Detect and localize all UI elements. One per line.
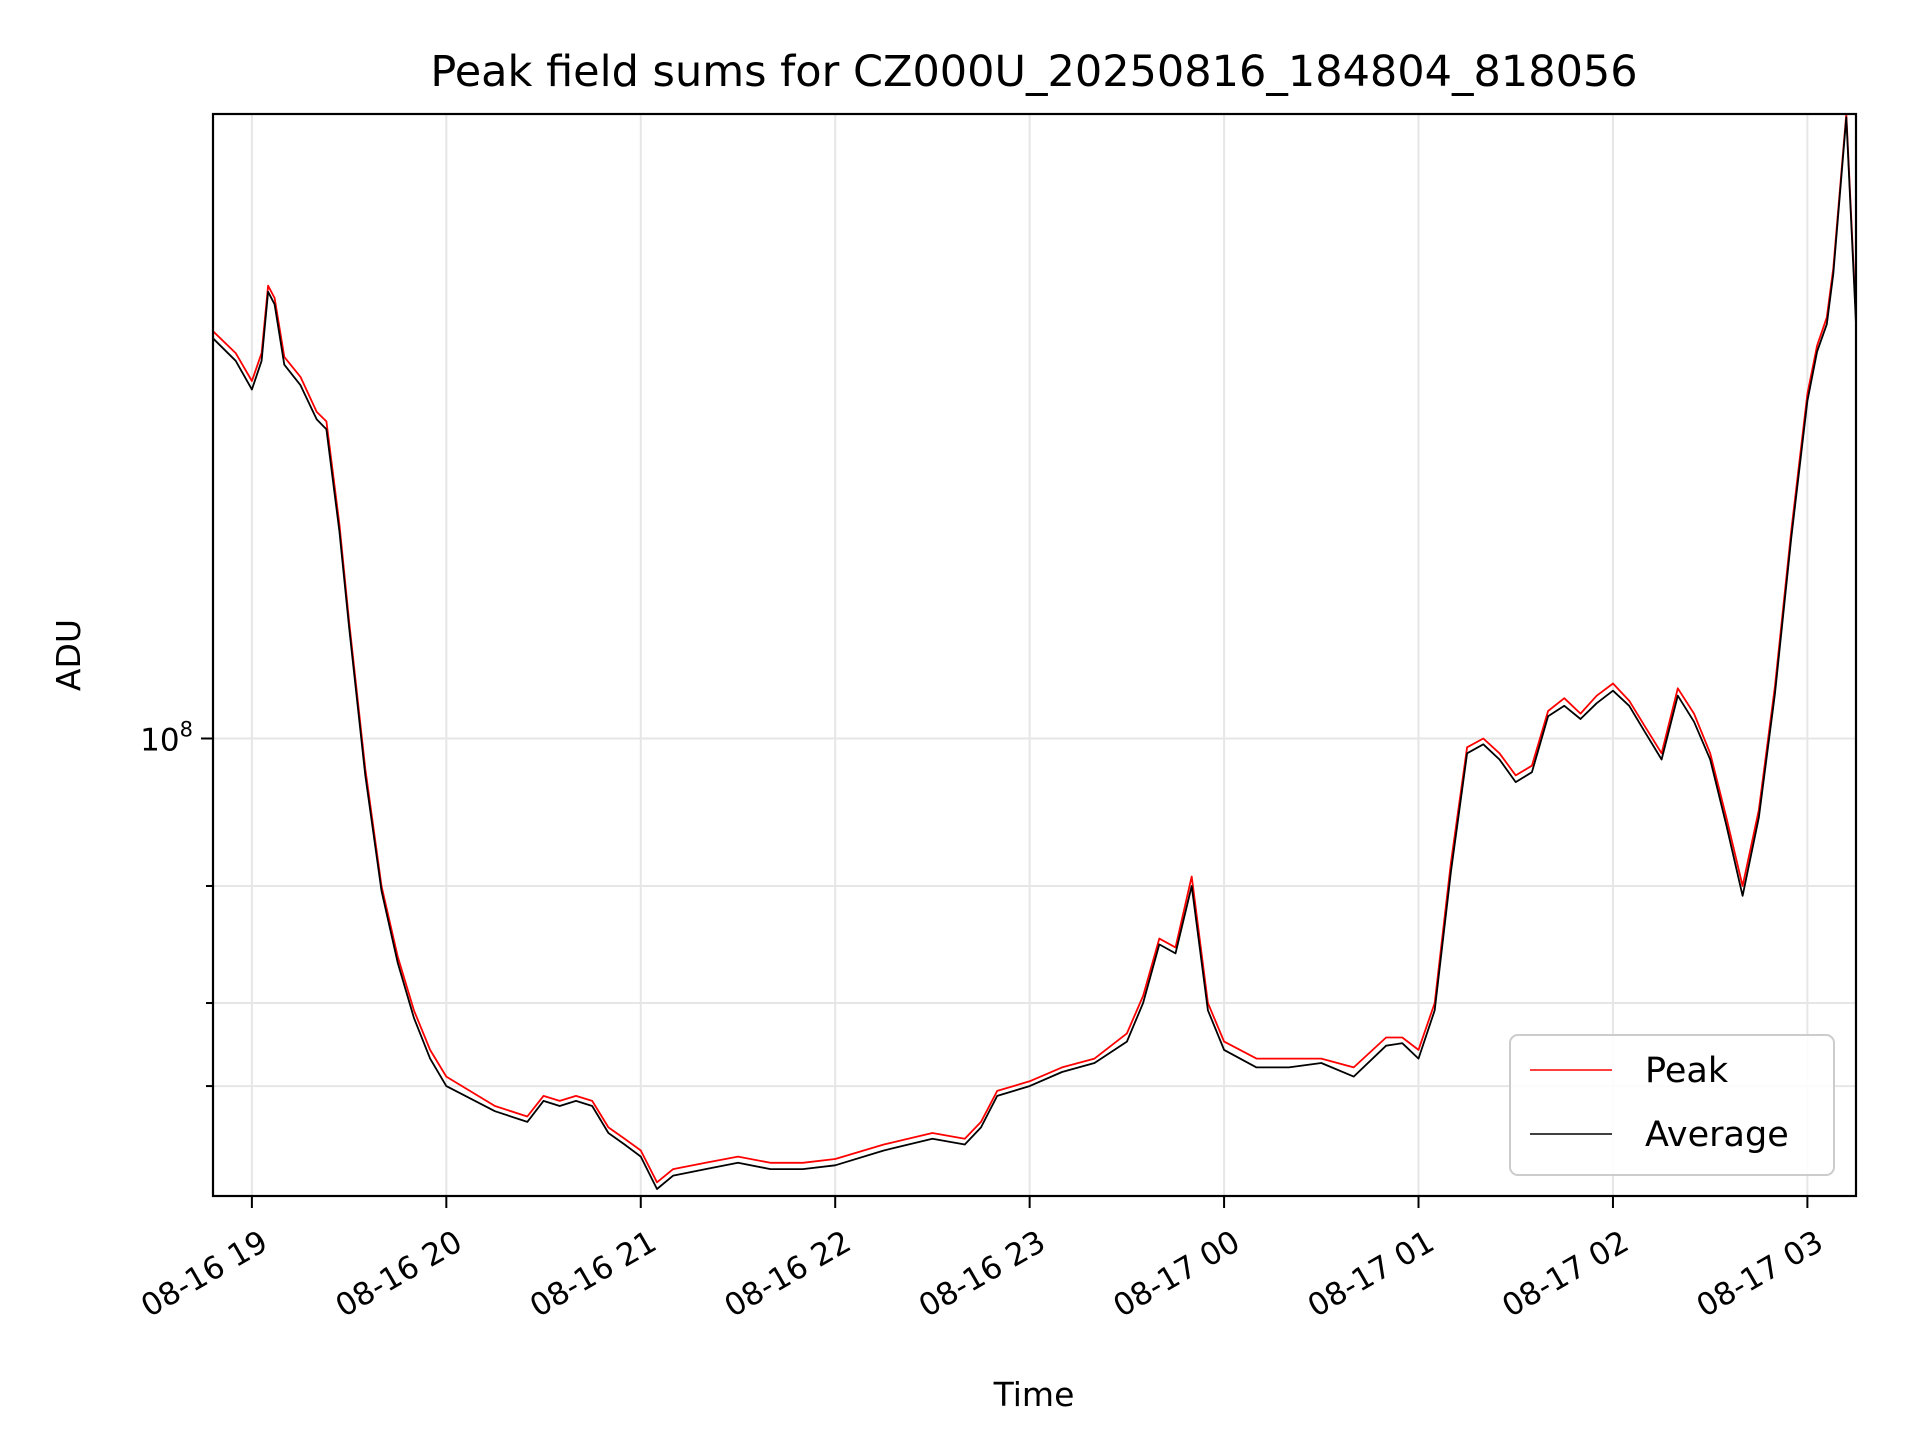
x-tick-label: 08-16 21 bbox=[524, 1224, 663, 1325]
y-tick-label: 108 bbox=[140, 718, 193, 759]
axis-ticks: 08-16 19 08-16 20 08-16 21 08-16 22 08-16 23… bbox=[135, 718, 1829, 1325]
series-line-average bbox=[213, 116, 1856, 1190]
legend: Peak Average bbox=[1509, 1034, 1835, 1176]
series-layer bbox=[213, 114, 1856, 1190]
x-tick-label: 08-17 02 bbox=[1496, 1224, 1635, 1325]
grid bbox=[213, 114, 1856, 1196]
x-tick-label: 08-16 20 bbox=[330, 1224, 469, 1325]
y-axis-label: ADU bbox=[49, 619, 88, 691]
legend-label-average: Average bbox=[1645, 1115, 1789, 1155]
x-tick-label: 08-16 19 bbox=[135, 1224, 274, 1325]
series-line-peak bbox=[213, 114, 1856, 1184]
plot-frame bbox=[211, 112, 1858, 1198]
x-tick-label: 08-17 03 bbox=[1691, 1224, 1830, 1325]
x-tick-label: 08-16 22 bbox=[718, 1224, 857, 1325]
x-tick-label: 08-17 01 bbox=[1302, 1224, 1441, 1325]
legend-label-peak: Peak bbox=[1645, 1051, 1729, 1091]
x-tick-label: 08-16 23 bbox=[913, 1224, 1052, 1325]
chart-title: Peak field sums for CZ000U_20250816_1848… bbox=[430, 47, 1637, 97]
x-tick-label: 08-17 00 bbox=[1107, 1224, 1246, 1325]
x-axis-label: Time bbox=[993, 1375, 1075, 1414]
